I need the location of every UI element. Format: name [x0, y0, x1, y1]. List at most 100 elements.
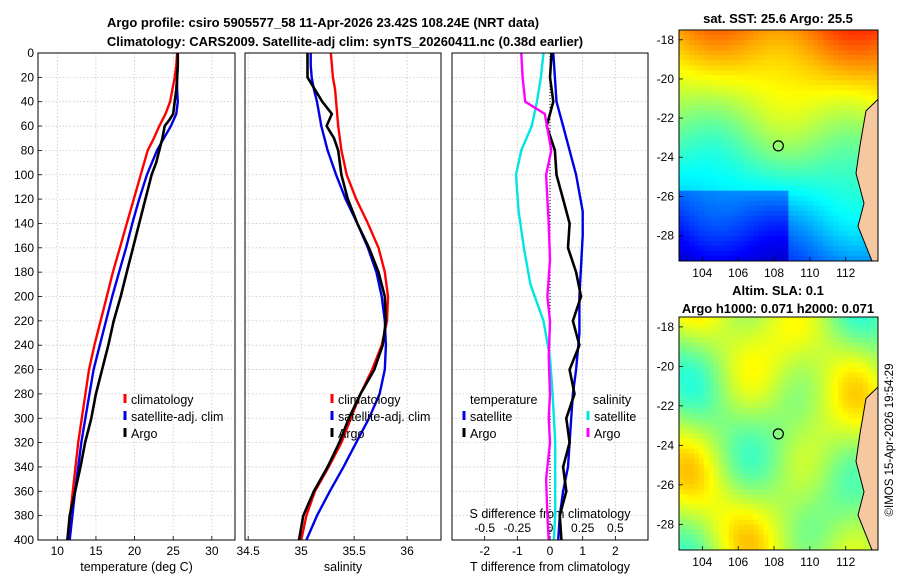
map-cell — [758, 453, 764, 460]
map-cell — [838, 215, 844, 222]
map-cell — [868, 387, 874, 394]
map-cell — [783, 474, 789, 480]
map-cell — [683, 327, 690, 333]
map-cell — [728, 332, 735, 338]
map-cell — [683, 75, 690, 81]
map-cell — [798, 403, 804, 409]
map-cell — [848, 524, 854, 531]
map-cell — [768, 423, 774, 429]
map-cell — [698, 215, 705, 222]
map-cell — [793, 438, 799, 445]
map-cell — [683, 200, 690, 207]
map-cell — [848, 352, 854, 358]
map-cell — [738, 240, 745, 247]
map-cell — [803, 342, 809, 348]
map-cell — [783, 160, 789, 166]
map-cell — [823, 180, 829, 187]
map-cell — [793, 443, 799, 450]
map-cell — [828, 413, 834, 419]
map-cell — [683, 352, 690, 358]
map-cell — [723, 428, 730, 434]
map-cell — [738, 250, 745, 257]
map-cell — [688, 235, 695, 242]
map-cell — [718, 372, 725, 379]
map-cell — [863, 322, 869, 328]
map-cell — [793, 40, 799, 46]
map-cell — [703, 544, 710, 551]
map-cell — [773, 240, 779, 247]
map-cell — [823, 135, 829, 141]
map-cell — [768, 317, 774, 323]
map-cell — [723, 463, 730, 470]
map-cell — [698, 55, 705, 61]
map-cell — [828, 327, 834, 333]
map-cell — [703, 160, 710, 166]
map-cell — [763, 210, 769, 217]
map-cell — [713, 35, 720, 41]
map-cell — [733, 240, 740, 247]
map-cell — [793, 60, 799, 66]
map-cell — [758, 463, 764, 470]
map-cell — [833, 514, 839, 521]
map-cell — [728, 443, 735, 450]
map-cell — [868, 322, 874, 328]
map-cell — [733, 120, 740, 126]
map-cell — [698, 180, 705, 187]
map-cell — [783, 514, 789, 521]
map-cell — [838, 423, 844, 429]
map-cell — [803, 448, 809, 455]
map-cell — [778, 398, 784, 404]
map-cell — [703, 403, 710, 409]
map-cell — [688, 40, 695, 46]
map-cell — [803, 408, 809, 414]
map-cell — [848, 514, 854, 521]
map-cell — [788, 529, 794, 536]
map-cell — [798, 145, 804, 151]
map-cell — [793, 155, 799, 161]
map-cell — [848, 100, 854, 106]
map-cell — [863, 100, 869, 106]
map-cell — [828, 240, 834, 247]
map-cell — [873, 322, 879, 328]
map-cell — [783, 125, 789, 131]
map-cell — [743, 215, 750, 222]
map-cell — [679, 140, 685, 146]
map-cell — [728, 448, 735, 455]
map-cell — [818, 65, 824, 71]
map-cell — [833, 125, 839, 131]
map-cell — [818, 130, 824, 136]
map-cell — [688, 327, 695, 333]
map-cell — [728, 398, 735, 404]
map-cell — [723, 55, 730, 61]
map-cell — [683, 544, 690, 551]
map-cell — [828, 403, 834, 409]
map-cell — [758, 494, 764, 500]
map-cell — [798, 539, 804, 546]
map-cell — [793, 494, 799, 500]
map-cell — [788, 342, 794, 348]
map-cell — [848, 105, 854, 111]
axes-frame — [37, 52, 236, 541]
map-cell — [783, 327, 789, 333]
map-cell — [753, 150, 760, 156]
map-cell — [753, 210, 760, 217]
map-cell — [743, 337, 750, 343]
map-cell — [718, 110, 725, 116]
map-cell — [748, 230, 755, 237]
map-cell — [853, 30, 859, 36]
map-cell — [683, 205, 690, 212]
map-cell — [733, 342, 740, 348]
map-lat-label: -22 — [657, 399, 675, 413]
map-cell — [838, 468, 844, 475]
map-cell — [683, 423, 690, 429]
map-cell — [788, 150, 794, 156]
map-cell — [758, 30, 764, 36]
map-cell — [708, 468, 715, 475]
map-cell — [718, 55, 725, 61]
map-cell — [753, 90, 760, 96]
map-cell — [743, 50, 750, 56]
map-cell — [838, 418, 844, 424]
map-cell — [783, 170, 789, 177]
map-cell — [793, 357, 799, 363]
map-cell — [718, 392, 725, 399]
